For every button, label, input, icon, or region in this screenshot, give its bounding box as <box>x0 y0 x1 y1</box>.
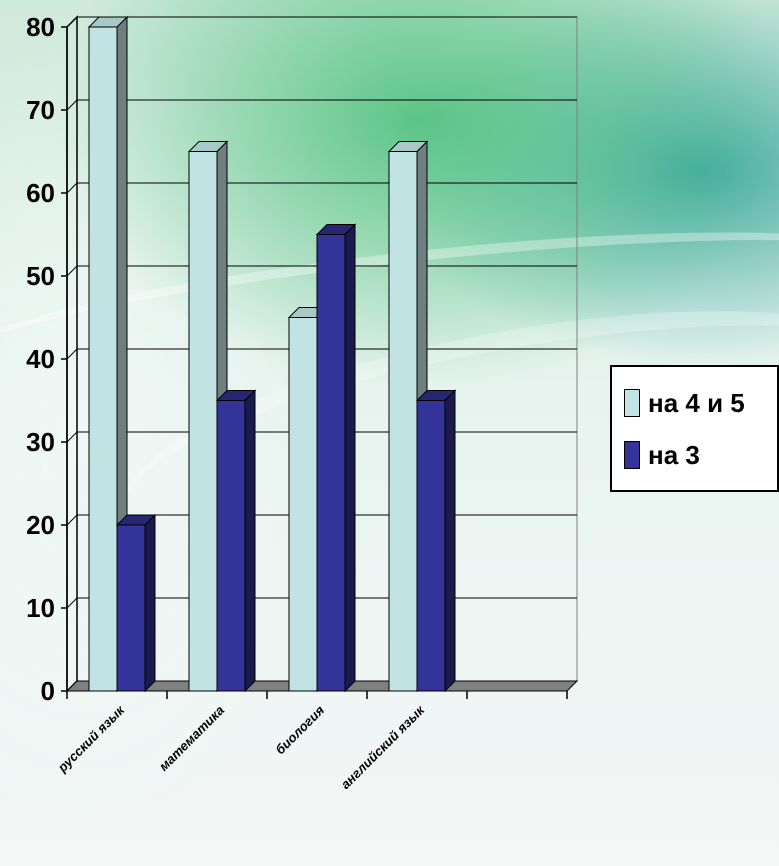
bar-front <box>116 524 146 692</box>
bar-front <box>388 151 418 692</box>
bar-side <box>344 223 356 693</box>
legend-label-series-1: на 4 и 5 <box>648 387 745 418</box>
gridline-side <box>66 182 78 194</box>
x-category-label: английский язык <box>338 702 428 792</box>
x-category-label: математика <box>156 703 227 774</box>
y-axis-ticks: 0 10 20 30 40 50 60 70 80 <box>26 12 68 706</box>
bar-series-2-2 <box>315 223 357 693</box>
bar-series-2-1 <box>215 389 257 693</box>
legend-label-series-2: на 3 <box>648 439 700 470</box>
bars <box>87 15 457 693</box>
legend-item-series-1: на 4 и 5 <box>624 385 745 421</box>
bar-front <box>216 400 246 692</box>
legend: на 4 и 5 на 3 <box>610 365 779 492</box>
bar-series-2-0 <box>115 513 157 693</box>
bar-front <box>88 26 118 692</box>
gridline-side <box>66 431 78 443</box>
y-tick-label: 10 <box>26 593 55 623</box>
y-tick-label: 60 <box>26 178 55 208</box>
gridline-side <box>66 597 78 609</box>
x-category-label: биология <box>272 702 327 757</box>
gridline-side <box>66 16 78 28</box>
y-tick-label: 0 <box>41 676 55 706</box>
x-category-label: русский язык <box>54 702 128 776</box>
bar-series-1-0 <box>87 15 129 693</box>
y-tick-label: 80 <box>26 12 55 42</box>
y-tick-label: 70 <box>26 95 55 125</box>
x-axis-labels: русский язык математика биология английский… <box>54 691 568 792</box>
bar-series-1-3 <box>387 140 429 693</box>
bar-front <box>316 234 346 692</box>
legend-swatch-series-2 <box>624 441 640 469</box>
gridline-side <box>66 265 78 277</box>
gridline-side <box>66 348 78 360</box>
bar-front <box>288 317 318 692</box>
legend-item-series-2: на 3 <box>624 437 700 473</box>
legend-swatch-series-1 <box>624 389 640 417</box>
bar-side <box>244 389 256 693</box>
bar-side <box>444 389 456 693</box>
bar-front <box>416 400 446 692</box>
bar-side <box>144 513 156 693</box>
y-tick-label: 20 <box>26 510 55 540</box>
y-tick-label: 50 <box>26 261 55 291</box>
gridline-side <box>66 514 78 526</box>
bar-front <box>188 151 218 692</box>
gridline-side <box>66 99 78 111</box>
y-tick-label: 40 <box>26 344 55 374</box>
y-tick-label: 30 <box>26 427 55 457</box>
bar-series-2-3 <box>415 389 457 693</box>
